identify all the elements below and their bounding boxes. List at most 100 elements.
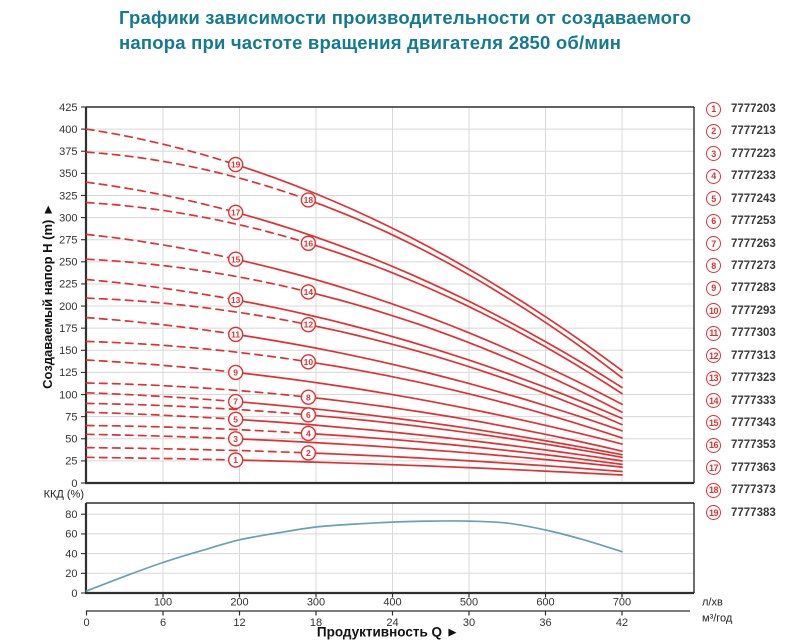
main-y-tick-label: 150 xyxy=(59,345,77,357)
legend-item-10: 10 7777293 xyxy=(706,303,776,319)
legend-number-badge: 3 xyxy=(706,146,721,162)
main-y-tick-label: 175 xyxy=(59,323,77,335)
x-tick-label-l-min: 100 xyxy=(154,597,172,609)
main-y-tick-label: 350 xyxy=(59,168,77,180)
legend-code: 7777323 xyxy=(731,372,776,384)
chart-gridlines xyxy=(86,107,694,593)
main-y-tick-label: 250 xyxy=(59,257,77,269)
curve-marker-number: 4 xyxy=(306,429,311,439)
curve-marker-number: 7 xyxy=(233,397,238,407)
pump-curve-8 xyxy=(307,396,623,453)
curve-marker-circle xyxy=(300,445,317,461)
curve-marker-number: 6 xyxy=(306,410,311,420)
main-y-tick-label: 200 xyxy=(59,301,77,313)
pump-curve-3-dashed xyxy=(85,433,237,440)
curve-marker-circle xyxy=(227,431,244,447)
legend-code: 7777263 xyxy=(731,237,776,250)
efficiency-y-tick-label: 80 xyxy=(65,509,77,521)
legend-item-5: 5 7777243 xyxy=(706,191,776,207)
legend-code: 7777233 xyxy=(731,170,776,183)
main-y-tick-label: 375 xyxy=(59,146,77,158)
curve-marker-number: 17 xyxy=(231,207,241,217)
curve-marker-circle xyxy=(227,393,244,410)
pump-curve-1 xyxy=(234,459,623,476)
curve-marker-14: 14 xyxy=(300,284,317,300)
pump-curve-19 xyxy=(234,163,623,372)
legend-item-4: 4 7777233 xyxy=(706,168,776,184)
curve-marker-circle xyxy=(227,364,244,381)
legend-code: 7777343 xyxy=(731,416,776,429)
efficiency-curve-group xyxy=(85,520,623,592)
main-y-tick-label: 300 xyxy=(59,212,77,224)
legend-item-18: 18 7777373 xyxy=(706,482,776,498)
pump-curve-10 xyxy=(307,360,623,439)
main-y-tick-label: 400 xyxy=(59,124,77,136)
pump-curve-7-dashed xyxy=(85,391,237,403)
legend-item-19: 19 7777383 xyxy=(706,505,776,521)
curve-marker-1: 1 xyxy=(227,452,244,468)
main-y-tick-label: 425 xyxy=(59,102,77,114)
x-tick-label-l-min: 300 xyxy=(307,597,325,609)
legend-number-badge: 10 xyxy=(706,303,721,319)
pump-curve-5-dashed xyxy=(85,411,237,421)
legend-number-badge: 8 xyxy=(706,258,721,274)
curve-marker-number: 11 xyxy=(231,329,240,339)
curve-marker-number: 14 xyxy=(304,287,314,297)
pump-curve-17 xyxy=(234,211,623,389)
legend-code: 7777313 xyxy=(731,349,776,362)
legend-item-17: 17 7777363 xyxy=(706,460,776,476)
curve-marker-number: 8 xyxy=(306,392,311,402)
x-unit-m3-h: м³/год xyxy=(702,613,733,625)
legend-code: 7777363 xyxy=(731,461,776,474)
legend-code: 7777353 xyxy=(731,439,776,452)
curve-marker-15: 15 xyxy=(227,251,244,267)
legend-item-15: 15 7777343 xyxy=(706,415,776,431)
legend-number-badge: 11 xyxy=(706,325,721,341)
legend-number-badge: 4 xyxy=(706,168,721,184)
curve-marker-circle xyxy=(300,284,317,300)
legend-number-badge: 16 xyxy=(706,437,721,453)
legend-number-badge: 12 xyxy=(706,348,721,364)
x-tick-label-m3-h: 12 xyxy=(233,617,245,629)
main-y-tick-label: 50 xyxy=(65,434,77,446)
curve-marker-number: 5 xyxy=(233,414,238,424)
legend-code: 7777383 xyxy=(731,506,776,519)
curve-marker-17: 17 xyxy=(227,204,244,220)
x-tick-label-m3-h: 30 xyxy=(463,617,475,629)
legend-item-7: 7 7777263 xyxy=(706,236,776,251)
main-y-tick-label: 25 xyxy=(65,456,77,468)
efficiency-y-tick-label: 20 xyxy=(65,568,77,580)
pump-curve-16-dashed xyxy=(85,201,310,245)
main-y-axis: 0 25 50 75 100 125 150 175 200 225 250 275 300 325 350… xyxy=(59,102,86,490)
curve-marker-11: 11 xyxy=(227,326,244,343)
legend-number-badge: 13 xyxy=(706,370,721,386)
x-tick-label-m3-h: 0 xyxy=(83,617,89,629)
pump-curve-3 xyxy=(234,437,623,468)
legend-item-9: 9 7777283 xyxy=(706,280,776,296)
efficiency-y-tick-label: 40 xyxy=(65,548,77,560)
curve-marker-circle xyxy=(300,389,317,405)
chart-title-line-1: Графики зависимости производительности о… xyxy=(119,7,692,28)
curve-marker-number: 3 xyxy=(233,434,238,444)
curve-marker-number: 1 xyxy=(233,455,238,465)
chart-title-line-2: напора при частоте вращения двигателя 28… xyxy=(119,31,622,53)
curve-marker-number: 13 xyxy=(231,295,241,305)
legend-number-badge: 7 xyxy=(706,236,721,251)
legend-number-badge: 14 xyxy=(706,393,721,408)
curve-marker-circle xyxy=(300,407,317,423)
pump-curve-6 xyxy=(307,414,623,459)
legend-item-11: 11 7777303 xyxy=(706,325,776,341)
legend-code: 7777213 xyxy=(731,125,776,138)
curve-marker-8: 8 xyxy=(300,389,317,405)
chart-title: Графики зависимости производительности о… xyxy=(119,6,691,55)
efficiency-axis-title: ККД (%) xyxy=(44,489,84,501)
legend-number-badge: 5 xyxy=(706,191,721,207)
curve-marker-number: 10 xyxy=(304,357,314,367)
curve-marker-number: 16 xyxy=(304,238,314,248)
curve-marker-16: 16 xyxy=(300,235,317,251)
curve-marker-7: 7 xyxy=(227,393,244,410)
pump-curve-1-dashed xyxy=(85,456,237,461)
